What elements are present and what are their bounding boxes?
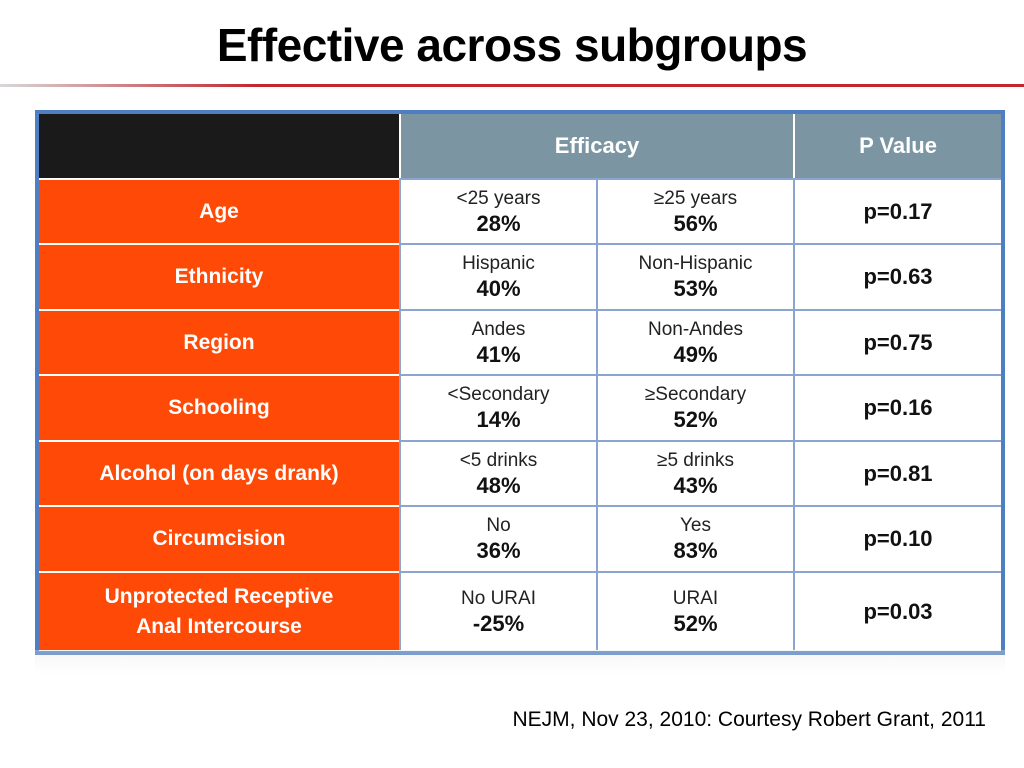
subgroup-name: URAI — [672, 587, 719, 609]
row-label: Age — [39, 178, 399, 243]
table-corner-cell — [39, 114, 399, 178]
efficacy-cell-b: URAI 52% — [596, 571, 793, 650]
efficacy-cell-b: Non-Hispanic 53% — [596, 243, 793, 309]
efficacy-header: Efficacy — [399, 114, 793, 178]
subgroup-name: No URAI — [461, 587, 536, 609]
efficacy-value: 28% — [476, 210, 521, 236]
efficacy-value: 49% — [673, 341, 718, 367]
subgroup-name: Yes — [680, 515, 711, 536]
efficacy-cell-a: <25 years 28% — [399, 178, 596, 243]
efficacy-cell-a: Hispanic 40% — [399, 243, 596, 309]
row-label: Circumcision — [39, 505, 399, 571]
p-value-cell: p=0.10 — [793, 505, 1001, 571]
efficacy-cell-a: <Secondary 14% — [399, 374, 596, 440]
row-label-line: Anal Intercourse — [136, 614, 302, 638]
row-label-line: Region — [183, 330, 255, 354]
efficacy-cell-b: Yes 83% — [596, 505, 793, 571]
efficacy-cell-a: No URAI -25% — [399, 571, 596, 650]
table-body: Efficacy P Value Age <25 years 28% ≥25 year… — [39, 114, 1001, 651]
efficacy-value: 40% — [476, 276, 521, 301]
p-value-header: P Value — [793, 114, 1001, 178]
efficacy-cell-a: No 36% — [399, 505, 596, 571]
table-reflection — [35, 650, 1005, 675]
subgroup-name: ≥25 years — [653, 187, 738, 209]
p-value-cell: p=0.63 — [793, 243, 1001, 309]
row-label-line: Ethnicity — [174, 265, 264, 288]
efficacy-value: 14% — [476, 407, 521, 432]
efficacy-value: 52% — [673, 407, 718, 432]
efficacy-value: -25% — [472, 610, 525, 636]
p-value-cell: p=0.03 — [793, 571, 1001, 650]
efficacy-cell-b: ≥5 drinks 43% — [596, 440, 793, 505]
efficacy-cell-b: ≥Secondary 52% — [596, 374, 793, 440]
efficacy-value: 41% — [476, 341, 521, 367]
p-value-cell: p=0.17 — [793, 178, 1001, 243]
citation-footnote: NEJM, Nov 23, 2010: Courtesy Robert Gran… — [512, 708, 986, 731]
p-value-cell: p=0.75 — [793, 309, 1001, 374]
row-label: Alcohol (on days drank) — [39, 440, 399, 505]
subgroup-name: No — [486, 515, 511, 536]
subgroup-name: <25 years — [456, 187, 541, 209]
row-label-line: Unprotected Receptive — [104, 584, 334, 608]
efficacy-cell-a: <5 drinks 48% — [399, 440, 596, 505]
subgroup-name: Andes — [471, 318, 526, 340]
efficacy-value: 36% — [476, 538, 521, 563]
subgroup-name: ≥Secondary — [644, 384, 747, 405]
row-label-line: Alcohol (on days drank) — [99, 461, 339, 485]
subgroup-name: Non-Andes — [647, 318, 744, 340]
efficacy-cell-b: ≥25 years 56% — [596, 178, 793, 243]
row-label-line: Age — [199, 199, 239, 223]
slide-title: Effective across subgroups — [216, 19, 808, 71]
row-label: Region — [39, 309, 399, 374]
efficacy-value: 53% — [673, 276, 718, 301]
efficacy-value: 43% — [673, 472, 718, 498]
row-label-line: Circumcision — [152, 527, 286, 550]
row-label: Schooling — [39, 374, 399, 440]
efficacy-value: 52% — [673, 610, 718, 636]
title-divider — [0, 84, 1024, 87]
subgroup-name: <Secondary — [447, 384, 550, 405]
p-value-cell: p=0.16 — [793, 374, 1001, 440]
subgroup-name: Non-Hispanic — [638, 253, 753, 274]
efficacy-table: Efficacy P Value Age <25 years 28% ≥25 year… — [35, 110, 1005, 655]
efficacy-value: 56% — [673, 210, 718, 236]
subgroup-name: Hispanic — [462, 253, 535, 274]
subgroup-name: <5 drinks — [459, 449, 538, 471]
efficacy-value: 48% — [476, 472, 521, 498]
efficacy-cell-a: Andes 41% — [399, 309, 596, 374]
efficacy-value: 83% — [673, 538, 718, 563]
row-label-line: Schooling — [168, 396, 270, 419]
row-label: Unprotected Receptive Anal Intercourse — [39, 571, 399, 650]
row-label: Ethnicity — [39, 243, 399, 309]
efficacy-cell-b: Non-Andes 49% — [596, 309, 793, 374]
subgroup-name: ≥5 drinks — [657, 449, 734, 471]
p-value-cell: p=0.81 — [793, 440, 1001, 505]
